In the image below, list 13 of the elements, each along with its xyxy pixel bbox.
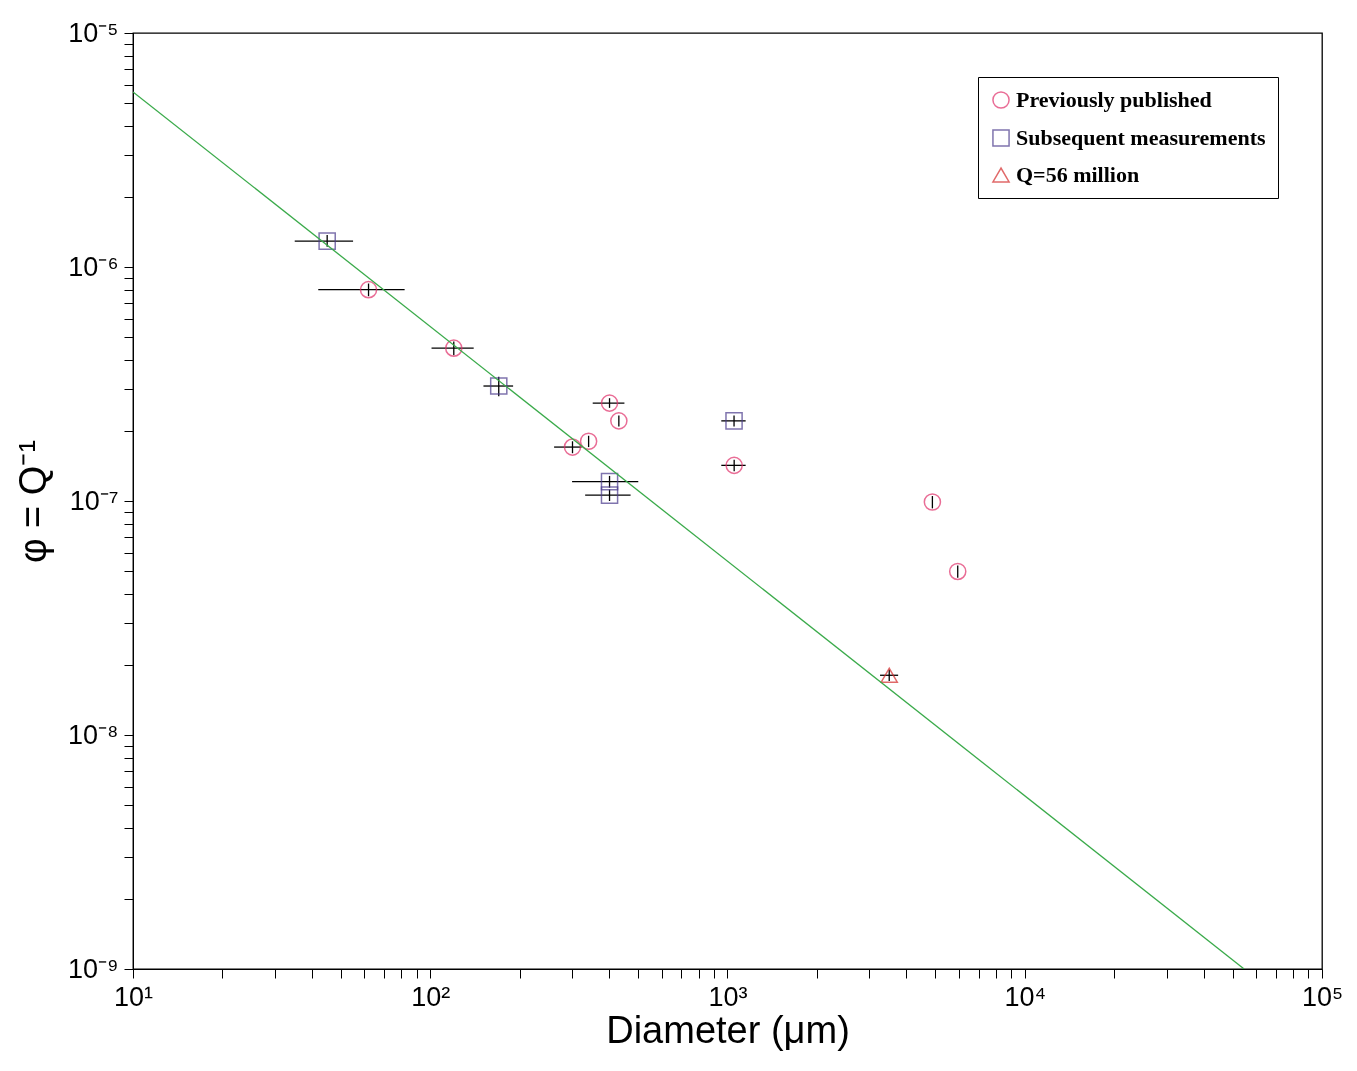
x-tick-label: 10⁴ (1004, 981, 1047, 1012)
y-tick-label: 10⁻⁹ (67, 953, 119, 984)
y-axis-title: φ = Q⁻¹ (11, 439, 54, 564)
legend-label: Q=56 million (1016, 162, 1140, 187)
x-tick-label: 10⁵ (1301, 981, 1344, 1012)
y-tick-label: 10⁻⁵ (68, 17, 119, 48)
y-tick-label: 10⁻⁸ (68, 719, 119, 750)
x-tick-label: 10¹ (113, 981, 154, 1012)
legend-label: Previously published (1016, 87, 1212, 112)
legend-label: Subsequent measurements (1016, 125, 1266, 150)
x-tick-label: 10² (411, 981, 451, 1012)
y-tick-label: 10⁻⁶ (68, 251, 119, 282)
y-tick-label: 10⁻⁷ (69, 485, 119, 516)
